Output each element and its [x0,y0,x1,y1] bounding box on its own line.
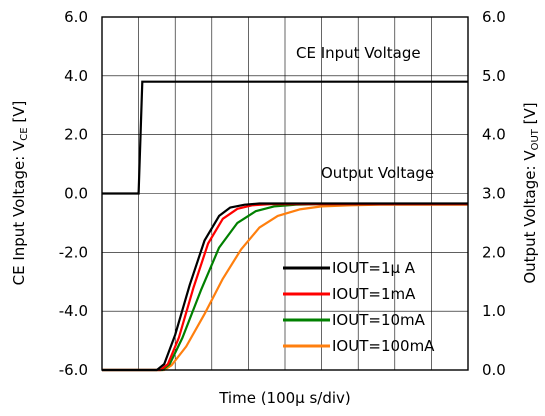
y-axis-label-left: CE Input Voltage: VCE [V] [10,101,30,286]
series-line [102,202,468,372]
plot-frame [101,16,469,371]
tick-labels: -6.0 -4.0 -2.0 0.0 2.0 4.0 6.0 0.0 1.0 2.0 3.0 4.0 5… [59,8,506,379]
y-tick-label-right: 6.0 [482,8,506,26]
legend-label: IOUT=1mA [332,285,416,303]
y-tick-label-left: 4.0 [64,67,88,85]
y-tick-label-right: 0.0 [482,361,506,379]
y-tick-label-left: -6.0 [59,361,88,379]
legend-label: IOUT=10mA [332,311,426,329]
annotation-output: Output Voltage [321,164,434,182]
legend: IOUT=1μ A IOUT=1mA IOUT=10mA IOUT=100mA [283,259,435,355]
y-tick-label-right: 1.0 [482,302,506,320]
y-tick-label-right: 3.0 [482,185,506,203]
y-tick-label-left: -2.0 [59,243,88,261]
ce-input-line [102,80,468,195]
y-tick-label-left: 0.0 [64,185,88,203]
legend-label: IOUT=100mA [332,337,435,355]
y-tick-label-right: 2.0 [482,243,506,261]
y-tick-label-right: 5.0 [482,67,506,85]
y-tick-label-right: 4.0 [482,126,506,144]
grid [102,17,468,370]
y-tick-label-left: 6.0 [64,8,88,26]
legend-label: IOUT=1μ A [332,259,416,277]
y-axis-label-right: Output Voltage: VOUT [V] [521,102,541,283]
annotation-ce-input: CE Input Voltage [296,44,421,62]
x-axis-label: Time (100μ s/div) [218,389,351,407]
series-lines [102,80,468,372]
y-tick-label-left: 2.0 [64,126,88,144]
y-tick-label-left: -4.0 [59,302,88,320]
